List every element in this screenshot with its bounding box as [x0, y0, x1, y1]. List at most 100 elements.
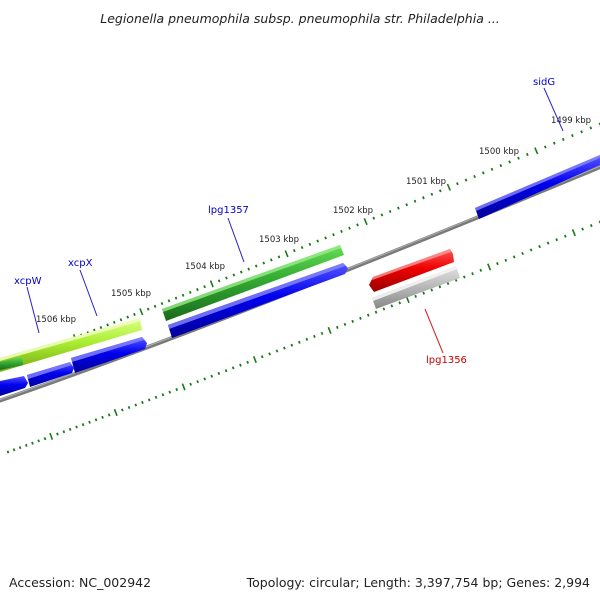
gene-arrow-xcpw[interactable] [27, 362, 74, 387]
upper-minor-tick [438, 189, 442, 193]
upper-minor-tick [525, 152, 529, 157]
gene-label-xcpw[interactable]: xcpW [14, 276, 42, 287]
lower-minor-tick [496, 262, 499, 266]
lower-minor-tick [196, 380, 199, 384]
upper-minor-tick [456, 182, 459, 186]
upper-minor-tick [133, 312, 136, 317]
upper-minor-tick [112, 320, 116, 324]
gene-arrow-left-edge[interactable] [0, 376, 28, 396]
lower-minor-tick [374, 310, 378, 314]
lower-minor-tick [563, 234, 567, 238]
lower-minor-tick [260, 355, 264, 359]
gene-label-sidg[interactable]: sidG [533, 77, 555, 88]
upper-tick-row [0, 122, 600, 368]
upper-minor-tick [247, 267, 251, 271]
lower-minor-tick [75, 425, 78, 429]
lower-minor-tick [175, 387, 179, 392]
lower-minor-tick [504, 258, 508, 262]
lower-major-tick [487, 263, 492, 271]
upper-minor-tick [167, 299, 171, 303]
lower-minor-tick [141, 400, 144, 405]
lower-minor-tick [438, 285, 442, 289]
lower-minor-tick [37, 439, 40, 443]
upper-minor-tick [473, 174, 476, 179]
lower-minor-tick [290, 343, 294, 347]
pseudogene-lpg1356[interactable] [372, 266, 460, 309]
upper-minor-tick [300, 245, 304, 250]
lower-minor-tick [43, 437, 47, 441]
upper-minor-tick [196, 288, 199, 292]
lower-minor-tick [390, 304, 394, 308]
upper-minor-tick [464, 178, 468, 182]
lower-minor-tick [189, 382, 192, 386]
lower-major-tick [327, 326, 332, 334]
lower-minor-tick [88, 420, 91, 424]
gene-arrow-sidg[interactable] [475, 155, 600, 219]
lower-minor-tick [359, 316, 362, 320]
ruler-label-1499: 1499 kbp [551, 116, 591, 126]
ruler-label-1503: 1503 kbp [259, 235, 299, 245]
lower-minor-tick [127, 405, 131, 410]
gene-label-leaders [26, 87, 564, 354]
lower-minor-tick [62, 430, 66, 434]
lower-minor-tick [68, 427, 72, 431]
feature-bar-xcp[interactable] [0, 318, 142, 372]
upper-minor-tick [508, 160, 511, 164]
lower-minor-tick [351, 319, 355, 323]
upper-minor-tick [292, 249, 296, 253]
upper-minor-tick [397, 206, 400, 210]
upper-minor-tick [106, 323, 109, 327]
upper-minor-tick [543, 145, 547, 149]
gene-arrow-xcpx[interactable] [71, 337, 147, 373]
upper-minor-tick [188, 290, 192, 294]
upper-minor-tick [348, 226, 351, 230]
upper-minor-tick [481, 171, 485, 175]
upper-minor-tick [580, 130, 583, 134]
gene-arrow-lpg1356[interactable] [369, 249, 454, 292]
lower-minor-tick [283, 346, 286, 350]
lower-minor-tick [414, 294, 417, 298]
upper-major-tick [534, 147, 539, 155]
gene-label-xcpx[interactable]: xcpX [68, 258, 93, 269]
lower-minor-tick [581, 227, 584, 231]
lower-minor-tick [101, 415, 104, 419]
upper-major-tick [209, 280, 214, 288]
gene-label-lpg1356[interactable]: lpg1356 [426, 355, 467, 366]
upper-minor-tick [571, 134, 574, 138]
lower-minor-tick [298, 340, 301, 344]
lower-minor-tick [134, 403, 138, 407]
upper-minor-tick [254, 264, 258, 268]
upper-major-tick [139, 308, 144, 316]
lower-minor-tick [268, 352, 271, 356]
lower-minor-tick [210, 374, 214, 378]
lower-minor-tick [512, 255, 516, 259]
lower-tick-row [6, 220, 600, 454]
gene-label-lpg1357[interactable]: lpg1357 [208, 205, 249, 216]
lower-minor-tick [538, 245, 541, 249]
feature-bar-lpg1357[interactable] [162, 245, 344, 321]
lower-minor-tick [154, 395, 158, 399]
lower-minor-tick [335, 325, 339, 329]
lower-major-tick [571, 229, 576, 237]
upper-minor-tick [561, 137, 565, 141]
genome-summary: Topology: circular; Length: 3,397,754 bp… [246, 575, 590, 590]
upper-minor-tick [99, 325, 103, 330]
lower-minor-tick [94, 418, 98, 422]
upper-minor-tick [589, 126, 593, 130]
upper-minor-tick [552, 141, 556, 145]
gene-arrow-lpg1357[interactable] [168, 263, 348, 338]
accession-label: Accession: NC_002942 [9, 575, 151, 590]
upper-minor-tick [388, 209, 392, 214]
upper-minor-tick [232, 273, 236, 277]
lower-minor-tick [239, 363, 242, 367]
lower-minor-tick [555, 238, 559, 242]
lower-minor-tick [471, 272, 474, 276]
feature-bar-left-edge[interactable] [0, 357, 23, 370]
lower-major-tick [252, 356, 257, 364]
upper-minor-tick [490, 167, 494, 171]
lower-minor-tick [168, 390, 172, 394]
upper-major-tick [363, 217, 368, 226]
lower-minor-tick [25, 443, 28, 447]
lower-minor-tick [479, 268, 483, 272]
